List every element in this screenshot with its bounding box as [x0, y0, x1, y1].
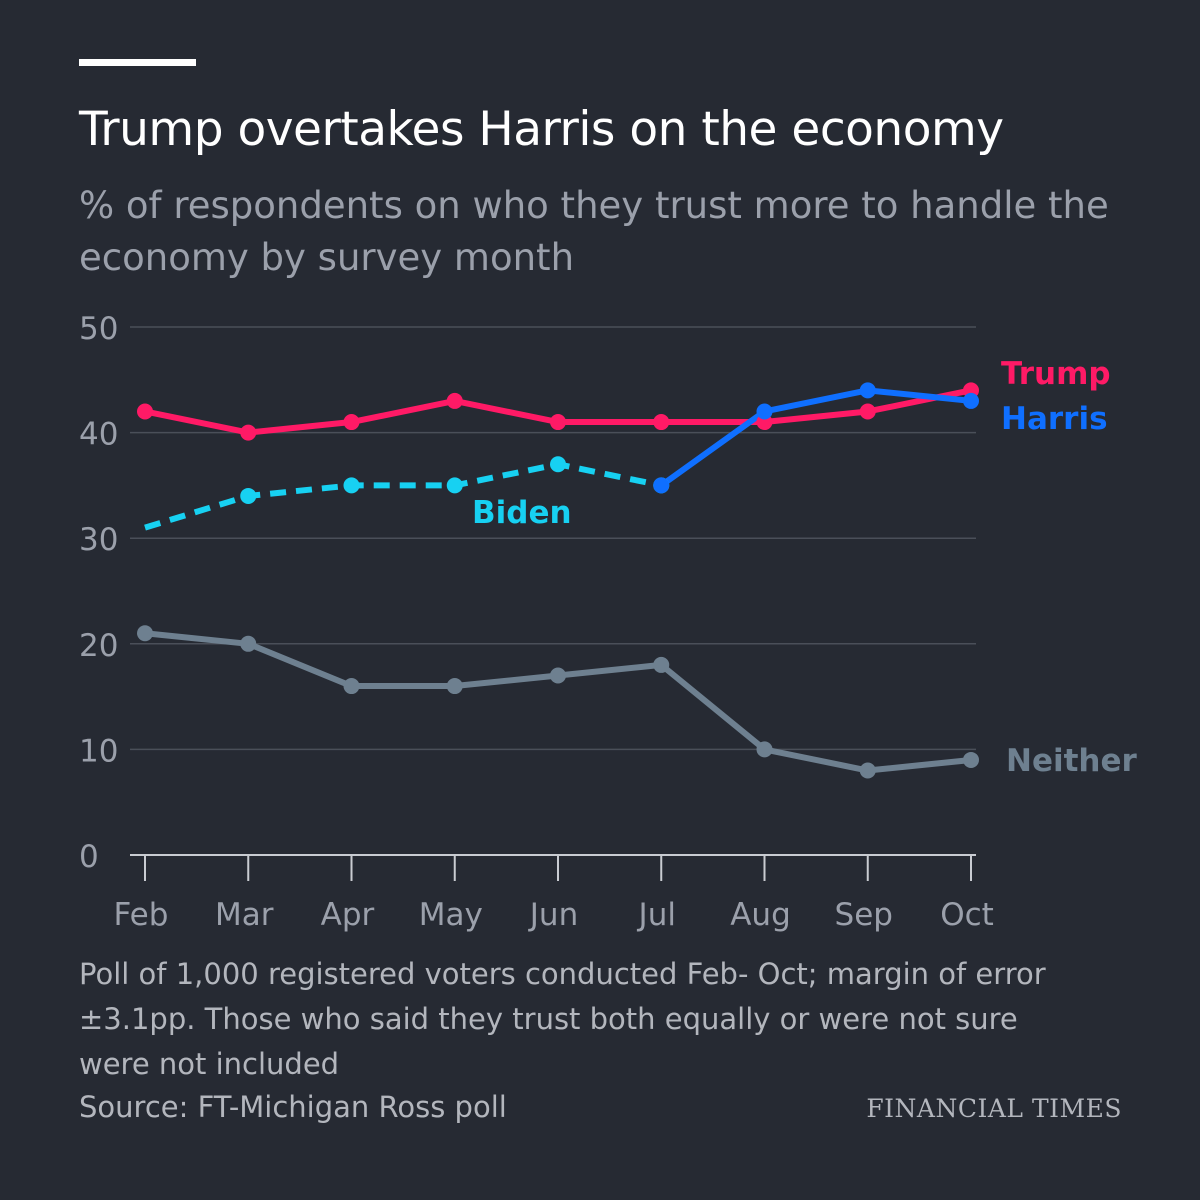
trump-point [137, 403, 153, 420]
x-tick-label: Jul [637, 897, 676, 933]
x-tick-label: Jun [528, 897, 578, 933]
neither-point [963, 751, 979, 768]
neither-point [756, 741, 773, 758]
top-accent-bar [79, 59, 196, 66]
chart-note: Poll of 1,000 registered voters conducte… [79, 957, 1046, 1081]
y-tick-label: 20 [79, 628, 118, 664]
chart-source: Source: FT-Michigan Ross poll [79, 1090, 507, 1124]
trump-point [343, 414, 360, 431]
harris-line [659, 387, 972, 488]
harris-point [756, 403, 773, 420]
y-tick-label: 0 [79, 839, 99, 875]
biden-point [343, 477, 360, 494]
neither-point [859, 762, 876, 779]
y-tick-label: 40 [79, 417, 118, 453]
x-tick-label: Mar [215, 897, 274, 933]
biden-line [144, 461, 662, 531]
y-tick-label: 50 [79, 311, 118, 347]
trump-point [550, 414, 566, 431]
neither-point [137, 625, 153, 642]
x-tick-label: Apr [321, 897, 375, 933]
trump-point [446, 392, 463, 409]
harris-point [859, 382, 876, 399]
series-label-biden: Biden [472, 495, 572, 531]
neither-point [550, 667, 566, 684]
neither-point [343, 678, 360, 695]
neither-point [240, 635, 257, 652]
series-lines [144, 387, 972, 774]
series-label-harris: Harris [1001, 401, 1108, 437]
series-label-trump: Trump [1001, 356, 1111, 392]
y-tick-label: 30 [79, 522, 118, 558]
harris-point [653, 477, 670, 494]
x-tick-label: Sep [835, 897, 893, 933]
trump-point [240, 424, 257, 441]
neither-point [446, 678, 463, 695]
harris-point [963, 392, 979, 409]
trump-point [859, 403, 876, 420]
x-tick-label: Aug [730, 897, 791, 933]
data-points [137, 382, 979, 779]
x-tick-label: Oct [940, 897, 994, 933]
biden-point [240, 487, 257, 504]
x-tick-label: Feb [114, 897, 169, 933]
biden-point [550, 456, 566, 473]
trump-point [653, 414, 670, 431]
series-labels: Trump Biden Harris Neither [472, 356, 1138, 779]
y-tick-label: 10 [79, 733, 118, 769]
axes: 0 10 20 30 40 50 Feb Mar Apr May Jun Jul Aug Sep Oct [79, 311, 994, 933]
series-label-neither: Neither [1006, 743, 1138, 779]
chart-title: Trump overtakes Harris on the economy [79, 102, 1004, 157]
publisher-logo: FINANCIAL TIMES [866, 1094, 1122, 1123]
gridlines [130, 326, 976, 751]
neither-point [653, 656, 670, 673]
biden-point [446, 477, 463, 494]
x-tick-label: May [419, 897, 483, 933]
chart-subtitle: % of respondents on who they trust more … [79, 184, 1109, 279]
